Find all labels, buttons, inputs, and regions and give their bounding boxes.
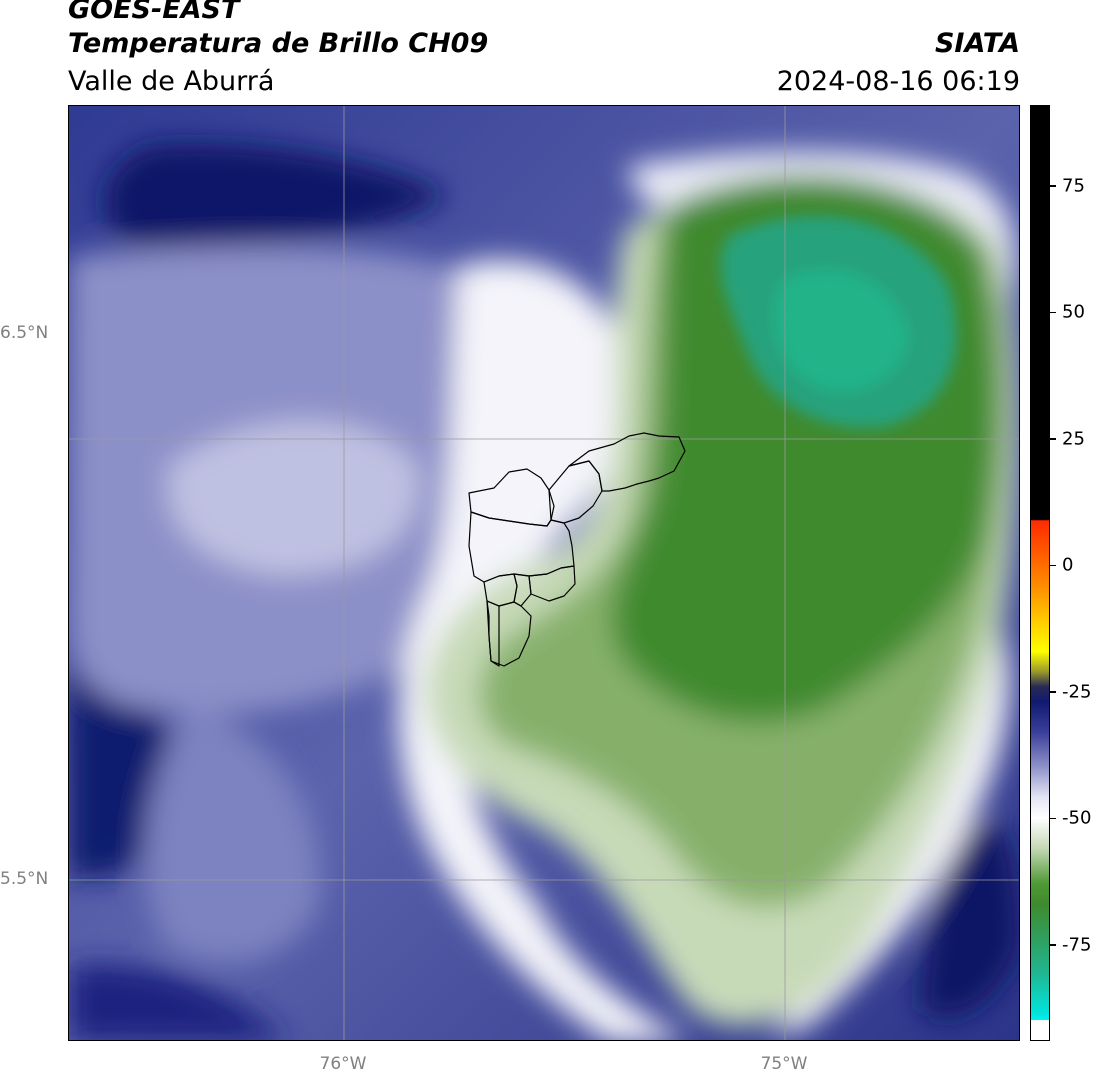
colorbar-tick-label: 25 xyxy=(1062,428,1085,450)
region-subtitle: Valle de Aburrá xyxy=(68,66,275,97)
lon-tick-label: 76°W xyxy=(319,1054,367,1074)
cold-core xyxy=(720,215,957,428)
agency-label: SIATA xyxy=(934,28,1020,59)
colorbar-tick-mark xyxy=(1050,817,1056,820)
colorbar-tick-label: 50 xyxy=(1062,301,1085,323)
map-canvas xyxy=(69,106,1019,1040)
lat-tick-label: 5.5°N xyxy=(0,869,49,889)
colorbar-tick-label: 75 xyxy=(1062,175,1085,197)
colorbar-tick-label: -50 xyxy=(1062,807,1092,829)
colorbar xyxy=(1030,105,1050,1041)
colorbar-tick-mark xyxy=(1050,944,1056,946)
colorbar-tick-label: -25 xyxy=(1062,681,1092,703)
colorbar-tick-mark xyxy=(1050,311,1056,314)
lon-tick-label: 75°W xyxy=(760,1054,808,1074)
colorbar-tick-label: 0 xyxy=(1062,554,1074,576)
satellite-map[interactable] xyxy=(68,105,1020,1041)
municipal-boundaries xyxy=(468,432,686,667)
colorbar-tick-label: -75 xyxy=(1062,934,1092,956)
gridlines xyxy=(69,106,1019,1040)
colorbar-tick-mark xyxy=(1050,438,1056,440)
datetime-label: 2024-08-16 06:19 xyxy=(776,66,1020,97)
colorbar-tick-mark xyxy=(1050,564,1056,567)
lat-tick-label: 6.5°N xyxy=(0,323,49,343)
colorbar-tick-mark xyxy=(1050,185,1056,187)
satellite-title: GOES-EAST xyxy=(68,0,240,25)
colorbar-tick-mark xyxy=(1050,691,1056,693)
product-title: Temperatura de Brillo CH09 xyxy=(68,28,489,59)
